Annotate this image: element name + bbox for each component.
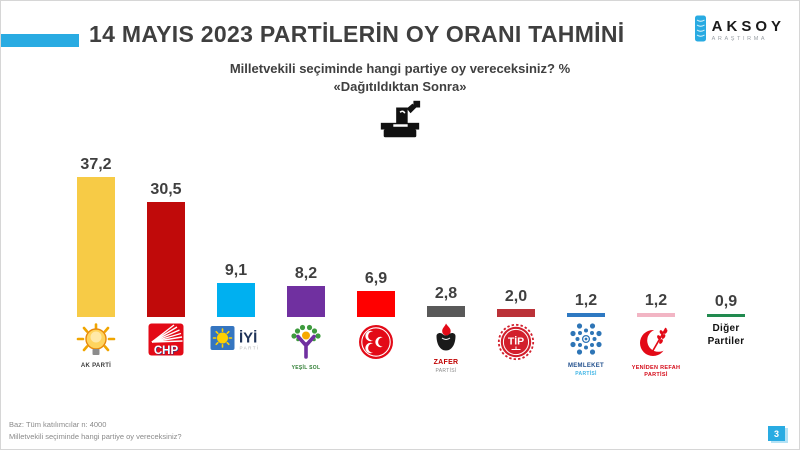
bar-column-ye-il-sol-parti: 8,2 YEŞİL SOL <box>271 151 341 379</box>
iyi-sun-icon: İYİ PARTİ <box>210 323 262 359</box>
party-caption: AK PARTİ <box>80 363 112 369</box>
bar <box>287 286 325 317</box>
bar <box>77 177 115 317</box>
bar-column-i-yi-parti: 9,1 İYİ PARTİ <box>201 151 271 379</box>
bar-value-label: 2,8 <box>434 285 458 303</box>
bar-value-label: 0,9 <box>714 292 738 310</box>
footer-question-note: Milletvekili seçiminde hangi partiye oy … <box>9 432 182 441</box>
bar-column-ti-p: 2,0 TİP <box>481 151 551 379</box>
title-accent-bar <box>1 34 79 47</box>
bar-value-label: 1,2 <box>644 291 668 309</box>
bar-value-label: 8,2 <box>294 265 318 283</box>
footer-base-note: Baz: Tüm katılımcılar n: 4000 <box>9 420 107 429</box>
bar-column-mhp: 6,9 <box>341 151 411 379</box>
chp-six-arrows-icon: CHP CHP <box>148 323 184 364</box>
party-caption: MEMLEKET <box>567 363 605 369</box>
party-caption: PARTİSİ <box>435 367 457 374</box>
page-title: 14 MAYIS 2023 PARTİLERİN OY ORANI TAHMİN… <box>89 21 625 47</box>
bar-value-label: 30,5 <box>150 181 182 199</box>
tip-gear-icon: TİP <box>497 323 535 367</box>
svg-text:CHP: CHP <box>154 345 179 357</box>
bar-column-memleket-partisi: 1,2 MEMLEKET PARTİSİ <box>551 151 621 379</box>
party-caption: PARTİSİ <box>644 371 668 378</box>
memleket-pattern-icon <box>566 323 606 363</box>
svg-text:CHP: CHP <box>154 345 179 357</box>
bar-column-chp: 30,5 CHP CHP <box>131 151 201 379</box>
bar-value-label: 6,9 <box>364 270 388 288</box>
bar-column-yeniden-refah-partisi: 1,2 YENİDEN REFAH PARTİSİ <box>621 151 691 379</box>
bar <box>567 312 605 317</box>
bar <box>147 202 185 317</box>
bar-column-ak-parti: 37,2 AK PARTİ <box>61 151 131 379</box>
bar-column-zafer-partisi: 2,8 ZAFER PARTİSİ <box>411 151 481 379</box>
page-number-badge: 3 <box>768 426 785 441</box>
party-caption: PARTİSİ <box>575 370 597 377</box>
footer-notes: Baz: Tüm katılımcılar n: 4000 Milletveki… <box>9 419 182 443</box>
party-caption: Diğer <box>712 323 740 334</box>
ballot-box-icon <box>377 99 423 144</box>
party-caption: Partiler <box>707 335 745 347</box>
bar <box>707 313 745 317</box>
svg-text:PARTİ: PARTİ <box>240 345 260 351</box>
brand-name: AKSOY <box>711 18 785 36</box>
bar <box>427 306 465 317</box>
party-caption: YENİDEN REFAH <box>631 365 681 371</box>
chart-subtitle-note: «Dağıtıldıktan Sonra» <box>333 79 467 94</box>
bar-value-label: 2,0 <box>504 288 528 306</box>
brand-tagline: ARAŞTIRMA <box>711 36 768 43</box>
akp-lightbulb-icon <box>74 323 118 363</box>
zafer-wolf-icon <box>426 323 466 359</box>
ysp-figure-icon <box>287 323 325 365</box>
party-caption: ZAFER <box>433 359 459 366</box>
bar <box>497 309 535 317</box>
svg-text:İYİ: İYİ <box>239 330 257 347</box>
mhp-crescents-icon <box>357 323 395 367</box>
chart-subtitle-question: Milletvekili seçiminde hangi partiye oy … <box>229 61 571 76</box>
bar-chart: 37,2 AK PARTİ 30,5 CHP CHP 9,1 İYİ PARTİ … <box>61 151 761 379</box>
yrp-crescent-wheat-icon <box>636 323 676 365</box>
bar <box>217 282 255 317</box>
svg-text:TİP: TİP <box>508 335 524 348</box>
aksoy-brushmark-icon <box>694 15 708 47</box>
party-caption: YEŞİL SOL <box>291 365 321 371</box>
bar-value-label: 1,2 <box>574 291 598 309</box>
bar <box>637 312 675 317</box>
bar-column-di-er-partiler: 0,9 Diğer Partiler <box>691 151 761 379</box>
bar <box>357 291 395 317</box>
bar-value-label: 37,2 <box>80 156 112 174</box>
aksoy-logo: AKSOY ARAŞTIRMA <box>694 15 785 47</box>
bar-value-label: 9,1 <box>224 261 248 279</box>
